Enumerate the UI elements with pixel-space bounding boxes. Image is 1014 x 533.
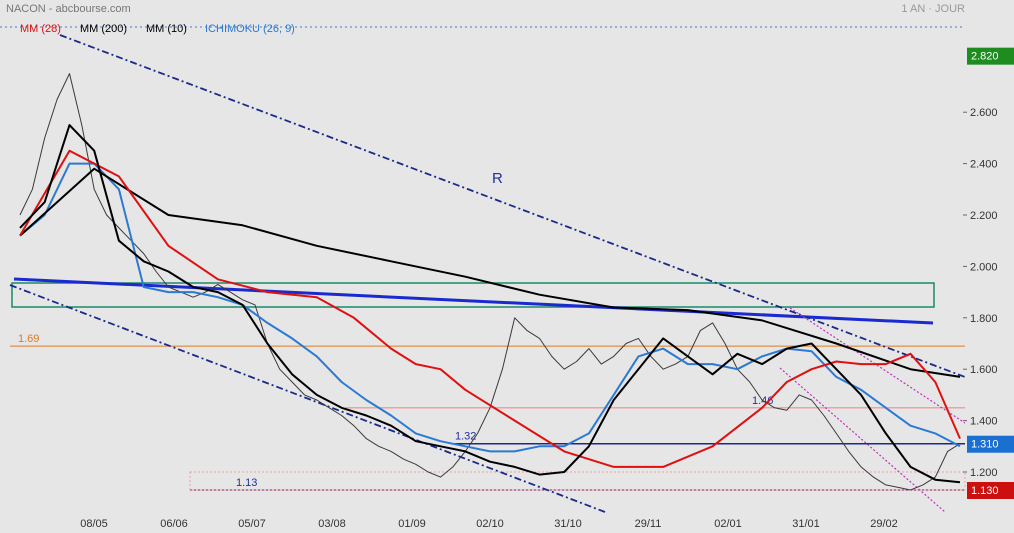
series-layer — [19, 73, 961, 491]
series-line — [19, 73, 961, 491]
annotation-label: R — [492, 170, 503, 187]
y-tick-label: 1.800 — [970, 313, 998, 325]
series-line — [19, 149, 961, 468]
chart-period: 1 AN · JOUR — [901, 3, 965, 15]
y-tick-label: 2.200 — [970, 210, 998, 222]
y-tick-label: 1.600 — [970, 364, 998, 376]
x-tick-label: 29/11 — [635, 518, 662, 530]
major-trendline — [13, 277, 934, 325]
x-axis: 08/05 06/06 05/07 03/08 01/09 02/10 31/10 29/11… — [80, 518, 898, 530]
annotations: R — [492, 170, 503, 187]
series-line — [19, 162, 961, 453]
support-zone — [189, 471, 966, 491]
x-tick-label: 02/10 — [476, 518, 504, 530]
y-tick-label: 1.400 — [970, 416, 998, 428]
x-tick-label: 31/10 — [554, 518, 582, 530]
chart-source-title: NACON - abcbourse.com — [6, 3, 131, 15]
short-channel-bottom — [779, 367, 946, 513]
price-badge — [967, 481, 1014, 499]
level-lines: 1.691.461.321.13 — [9, 34, 966, 513]
lower-channel-line — [9, 284, 606, 513]
upper-channel-line — [59, 34, 966, 378]
legend-item: MM (200) — [80, 23, 127, 35]
level-label: 1.13 — [236, 477, 257, 489]
legend-item: MM (28) — [20, 23, 61, 35]
y-tick-label: 1.200 — [970, 467, 998, 479]
y-tick-label: 2.600 — [970, 107, 998, 119]
series-line — [19, 124, 961, 484]
x-tick-label: 03/08 — [318, 518, 346, 530]
x-tick-label: 29/02 — [870, 518, 898, 530]
x-tick-label: 31/01 — [792, 518, 820, 530]
resistance-zone — [11, 282, 935, 308]
x-tick-label: 06/06 — [160, 518, 188, 530]
price-badge-label: 2.820 — [971, 51, 999, 63]
legend-item: ICHIMOKU (26, 9) — [205, 23, 295, 35]
x-tick-label: 02/01 — [714, 518, 742, 530]
price-badge — [967, 435, 1014, 453]
y-tick-label: 2.000 — [970, 261, 998, 273]
price-badges: 2.820 1.310 1.130 — [967, 47, 1014, 499]
price-badge — [967, 47, 1014, 65]
indicator-legend: MM (28) MM (200) MM (10) ICHIMOKU (26, 9) — [20, 23, 295, 35]
x-tick-label: 01/09 — [398, 518, 426, 530]
price-badge-label: 1.310 — [971, 439, 999, 451]
x-tick-label: 05/07 — [238, 518, 266, 530]
price-badge-label: 1.130 — [971, 485, 999, 497]
legend-item: MM (10) — [146, 23, 187, 35]
y-tick-label: 2.400 — [970, 159, 998, 171]
level-label: 1.69 — [18, 333, 39, 345]
level-label: 1.32 — [455, 431, 476, 443]
y-axis: 1.200 1.400 1.600 1.800 2.000 2.200 2.400 2.600 — [963, 107, 998, 479]
series-line — [19, 167, 961, 378]
short-channel-top — [789, 307, 966, 424]
x-tick-label: 08/05 — [80, 518, 108, 530]
